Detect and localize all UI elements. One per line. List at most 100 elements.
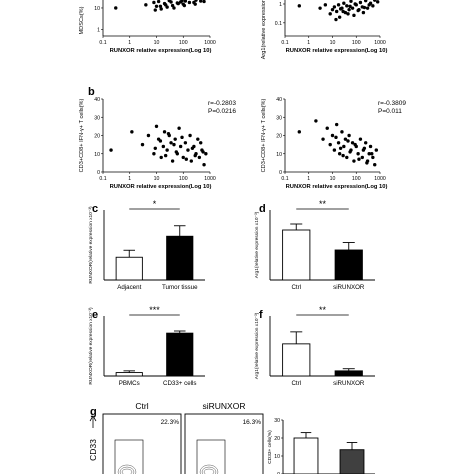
data-point <box>334 17 338 22</box>
up-arrow-head-icon <box>89 415 97 422</box>
x-axis-label: RUNXOR relative expression(Log 10) <box>110 48 212 54</box>
data-point <box>350 6 355 10</box>
data-point <box>368 1 373 5</box>
x-tick-label: 1000 <box>204 176 216 182</box>
data-point <box>375 0 380 4</box>
y-axis-label: CD3+CD8+ IFN-γ+ T cells(%) <box>261 99 267 173</box>
data-point <box>348 4 352 9</box>
x-axis-label: RUNXOR relative expression(Log 10) <box>110 184 212 190</box>
data-point <box>161 144 166 149</box>
data-point <box>159 155 163 160</box>
bar-panel-f: Ctrl siRUNXOR ** Arg1(relative expression x… <box>254 305 375 387</box>
panel-label-c: c <box>92 203 98 215</box>
data-point <box>140 142 145 147</box>
data-point <box>166 131 171 136</box>
data-point <box>353 2 357 6</box>
data-point <box>187 0 192 5</box>
data-point <box>159 7 163 11</box>
x-tick-label: 1 <box>307 176 310 182</box>
gate-box <box>114 439 144 474</box>
y-tick-label: 10 <box>94 152 100 158</box>
scatter-panel-a-right: 0.1 1 10 100 1000 1 0.1 RUNXOR relative express… <box>261 0 387 59</box>
data-point <box>341 9 345 14</box>
data-point <box>365 6 370 10</box>
y-tick-label: 20 <box>94 134 100 140</box>
data-point <box>350 141 355 145</box>
data-point <box>201 150 205 154</box>
data-point <box>358 137 363 141</box>
data-point <box>153 146 157 150</box>
y-axis-label: Arg1(relative expression x10⁻³) <box>254 312 260 379</box>
data-point <box>181 155 185 160</box>
data-point <box>158 4 163 8</box>
flow-title-sirunxor: siRUNXOR <box>203 401 246 411</box>
flow-plot-sirunxor <box>184 413 264 474</box>
y-tick-label: 40 <box>276 97 282 103</box>
y-tick-label: 0 <box>279 170 282 176</box>
data-point <box>180 0 184 3</box>
flow-percent-ctrl: 22.3% <box>161 419 180 426</box>
data-point <box>365 161 369 165</box>
y-tick-label: 10 <box>276 152 282 158</box>
data-point <box>360 155 365 160</box>
data-point <box>162 130 167 134</box>
data-point <box>184 157 188 161</box>
density-contour <box>203 468 215 474</box>
bar <box>282 343 311 377</box>
category-label: CD33+ cells <box>163 380 197 387</box>
data-point <box>153 8 157 12</box>
flow-title-ctrl: Ctrl <box>135 401 148 411</box>
stat-annotation: r=-0.3809 <box>378 100 406 107</box>
data-point <box>144 3 148 7</box>
data-point <box>362 5 367 10</box>
data-point <box>183 141 188 145</box>
significance-mark: ** <box>319 305 327 315</box>
data-point <box>158 139 163 143</box>
scatter-panel-b-left: 0.1 1 10 100 1000 0 10 20 30 40 RUNXOR relative ex… <box>79 86 236 190</box>
panel-label-g: g <box>90 406 97 418</box>
bar <box>334 370 363 377</box>
panel-label-e: e <box>92 309 98 321</box>
data-point <box>186 148 190 152</box>
x-tick-label: 100 <box>352 40 361 46</box>
data-point <box>188 133 192 138</box>
data-point <box>189 159 194 163</box>
scatter-panel-b-right: 0.1 1 10 100 1000 0 10 20 30 40 RUNXOR relative ex… <box>261 97 406 190</box>
data-point <box>332 148 337 152</box>
data-point <box>364 141 368 145</box>
x-tick-label: 100 <box>179 40 188 46</box>
data-point <box>367 152 371 156</box>
gate-box <box>196 439 226 474</box>
y-tick-label: 30 <box>276 115 282 121</box>
scatter-panel-a-left: 0.1 1 10 100 1000 1 10 RUNXOR relative expressi… <box>79 0 216 54</box>
data-point <box>334 135 338 140</box>
data-point <box>172 6 176 10</box>
data-point <box>170 159 175 163</box>
data-point <box>193 153 197 158</box>
data-point <box>358 0 363 5</box>
y-axis-label: Arg1(relative expression x10⁻³) <box>261 0 267 59</box>
data-point <box>348 150 352 154</box>
data-point <box>328 12 332 16</box>
y-tick-label: 40 <box>94 97 100 103</box>
density-contour <box>117 464 137 474</box>
data-point <box>337 152 342 156</box>
data-point <box>346 12 350 16</box>
data-point <box>337 15 342 19</box>
x-tick-label: 1 <box>307 40 310 46</box>
data-point <box>371 155 375 160</box>
category-label: Adjacent <box>117 284 141 291</box>
significance-mark: ** <box>319 199 327 209</box>
x-tick-label: 10 <box>154 176 160 182</box>
data-point <box>156 0 161 4</box>
flow-percent-sirunxor: 16.3% <box>243 419 262 426</box>
y-tick-label: 30 <box>94 115 100 121</box>
x-tick-label: 10 <box>154 40 160 46</box>
bar <box>115 256 143 281</box>
data-point <box>318 6 322 10</box>
data-point <box>353 142 357 147</box>
data-point <box>169 141 173 145</box>
data-point <box>345 4 349 8</box>
category-label: Ctrl <box>291 380 301 387</box>
